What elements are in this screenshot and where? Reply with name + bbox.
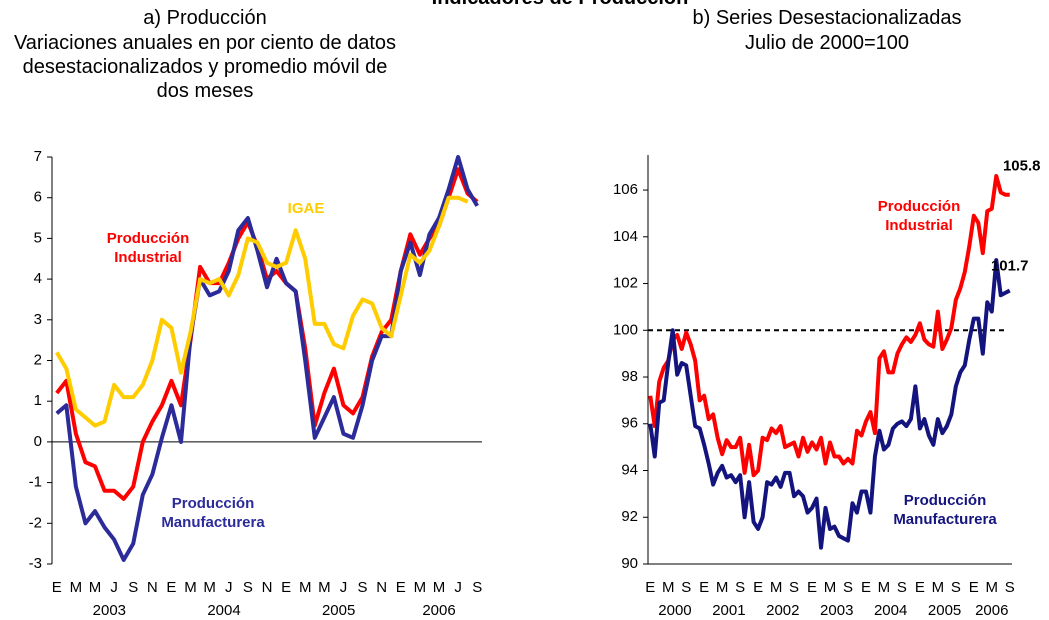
x-tick-label: M xyxy=(932,579,945,596)
y-tick-label: 5 xyxy=(34,229,42,246)
y-tick-label: 100 xyxy=(613,321,638,338)
y-tick-label: 0 xyxy=(34,433,42,450)
y-tick-label: 94 xyxy=(621,461,638,478)
series-line xyxy=(648,174,1010,478)
chart-title: b) Series Desestacionalizadas xyxy=(692,7,962,29)
x-tick-label: M xyxy=(318,579,331,596)
x-tick-label: S xyxy=(951,579,961,596)
x-tick-label: E xyxy=(699,579,709,596)
y-tick-label: 2 xyxy=(34,351,42,368)
x-tick-label: S xyxy=(897,579,907,596)
x-tick-label: S xyxy=(735,579,745,596)
end-label: 101.7 xyxy=(991,258,1029,275)
x-tick-label: S xyxy=(1005,579,1015,596)
chart-title: a) Producción xyxy=(143,7,267,29)
series-line xyxy=(55,155,479,562)
x-tick-label: E xyxy=(396,579,406,596)
x-tick-label: E xyxy=(52,579,62,596)
chart-subtitle: Variaciones anuales en por ciento de dat… xyxy=(13,32,397,102)
x-tick-label: E xyxy=(969,579,979,596)
x-tick-label: E xyxy=(861,579,871,596)
x-tick-label: N xyxy=(376,579,387,596)
x-tick-label: E xyxy=(915,579,925,596)
x-tick-label: S xyxy=(789,579,799,596)
x-tick-label: S xyxy=(472,579,482,596)
x-tick-label: S xyxy=(128,579,138,596)
y-tick-label: -3 xyxy=(29,555,42,572)
year-label: 2005 xyxy=(928,602,961,619)
y-tick-label: 102 xyxy=(613,275,638,292)
y-tick-label: 1 xyxy=(34,392,42,409)
x-tick-label: J xyxy=(454,579,462,596)
x-tick-label: M xyxy=(662,579,675,596)
x-tick-label: S xyxy=(243,579,253,596)
y-tick-label: 92 xyxy=(621,508,638,525)
x-tick-label: E xyxy=(807,579,817,596)
x-tick-label: N xyxy=(262,579,273,596)
series-label: Producción Manufacturera xyxy=(161,495,265,531)
year-label: 2005 xyxy=(322,602,355,619)
year-label: 2000 xyxy=(658,602,691,619)
y-tick-label: -2 xyxy=(29,514,42,531)
x-tick-label: J xyxy=(340,579,348,596)
x-tick-label: M xyxy=(299,579,312,596)
x-tick-label: M xyxy=(70,579,83,596)
series-label: Producción Manufacturera xyxy=(893,492,997,528)
x-tick-label: M xyxy=(986,579,999,596)
x-tick-label: M xyxy=(716,579,729,596)
series-label: IGAE xyxy=(287,200,325,217)
y-tick-label: 96 xyxy=(621,415,638,432)
year-label: 2004 xyxy=(207,602,240,619)
series-label: Producción Industrial xyxy=(106,230,190,266)
year-label: 2006 xyxy=(422,602,455,619)
x-tick-label: E xyxy=(753,579,763,596)
x-tick-label: J xyxy=(110,579,118,596)
x-tick-label: S xyxy=(843,579,853,596)
x-tick-label: M xyxy=(89,579,102,596)
y-tick-label: 4 xyxy=(34,270,42,287)
year-label: 2002 xyxy=(766,602,799,619)
year-label: 2001 xyxy=(712,602,745,619)
series-line xyxy=(648,258,1011,550)
series-line xyxy=(55,195,469,428)
y-tick-label: 98 xyxy=(621,368,638,385)
y-tick-label: 104 xyxy=(613,228,638,245)
y-tick-label: 6 xyxy=(34,189,42,206)
x-tick-label: M xyxy=(878,579,891,596)
year-label: 2004 xyxy=(874,602,907,619)
x-tick-label: E xyxy=(166,579,176,596)
year-label: 2003 xyxy=(93,602,126,619)
year-label: 2006 xyxy=(975,602,1008,619)
series-line xyxy=(55,167,479,501)
x-tick-label: S xyxy=(358,579,368,596)
x-tick-label: J xyxy=(225,579,233,596)
x-tick-label: N xyxy=(147,579,158,596)
y-tick-label: 7 xyxy=(34,148,42,165)
y-tick-label: 106 xyxy=(613,181,638,198)
x-tick-label: M xyxy=(203,579,216,596)
x-tick-label: M xyxy=(770,579,783,596)
x-tick-label: M xyxy=(184,579,197,596)
end-label: 105.8 xyxy=(1003,158,1041,175)
x-tick-label: E xyxy=(645,579,655,596)
x-tick-label: M xyxy=(414,579,427,596)
y-tick-label: 3 xyxy=(34,311,42,328)
x-tick-label: M xyxy=(824,579,837,596)
y-tick-label: -1 xyxy=(29,474,42,491)
chart-subtitle: Julio de 2000=100 xyxy=(744,32,910,54)
x-tick-label: S xyxy=(681,579,691,596)
y-tick-label: 90 xyxy=(621,555,638,572)
series-label: Producción Industrial xyxy=(877,198,961,234)
page-title: Indicadores de Producción xyxy=(280,0,840,10)
x-tick-label: E xyxy=(281,579,291,596)
year-label: 2003 xyxy=(820,602,853,619)
x-tick-label: M xyxy=(433,579,446,596)
